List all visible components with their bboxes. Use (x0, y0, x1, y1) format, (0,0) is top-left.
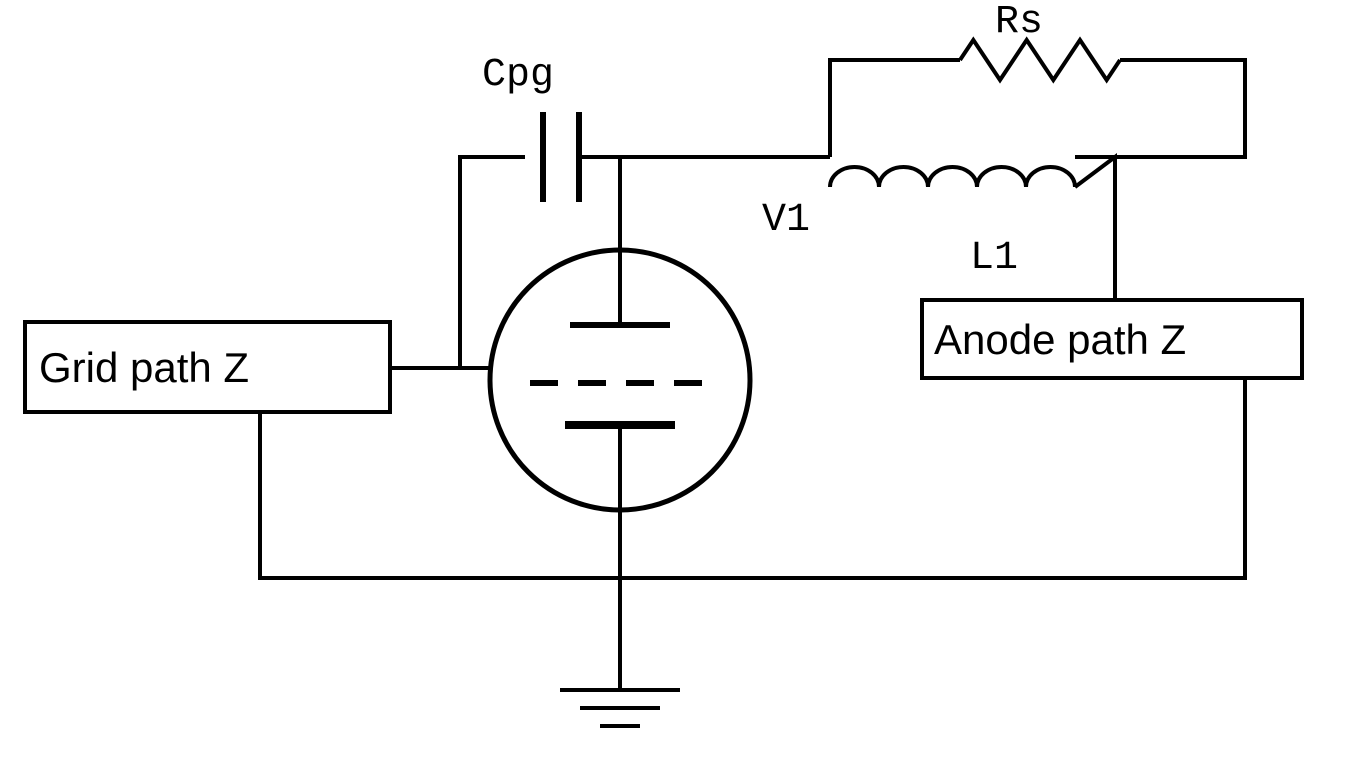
resistor-rs (960, 40, 1120, 80)
tube-label: V1 (762, 198, 810, 243)
grid-path-label: Grid path Z (39, 344, 249, 391)
circuit-diagram: Grid path Z Cpg V1 L1 Rs Anode path Z (0, 0, 1350, 772)
capacitor-cpg (543, 112, 579, 202)
capacitor-label: Cpg (482, 53, 554, 98)
triode-v1 (490, 250, 750, 510)
wire (260, 378, 1245, 578)
ground-symbol (560, 690, 680, 726)
wire (830, 60, 960, 157)
resistor-label: Rs (995, 0, 1043, 45)
wire (1075, 60, 1245, 157)
inductor-label: L1 (970, 236, 1018, 281)
anode-path-label: Anode path Z (934, 316, 1186, 363)
inductor-l1 (830, 167, 1075, 187)
